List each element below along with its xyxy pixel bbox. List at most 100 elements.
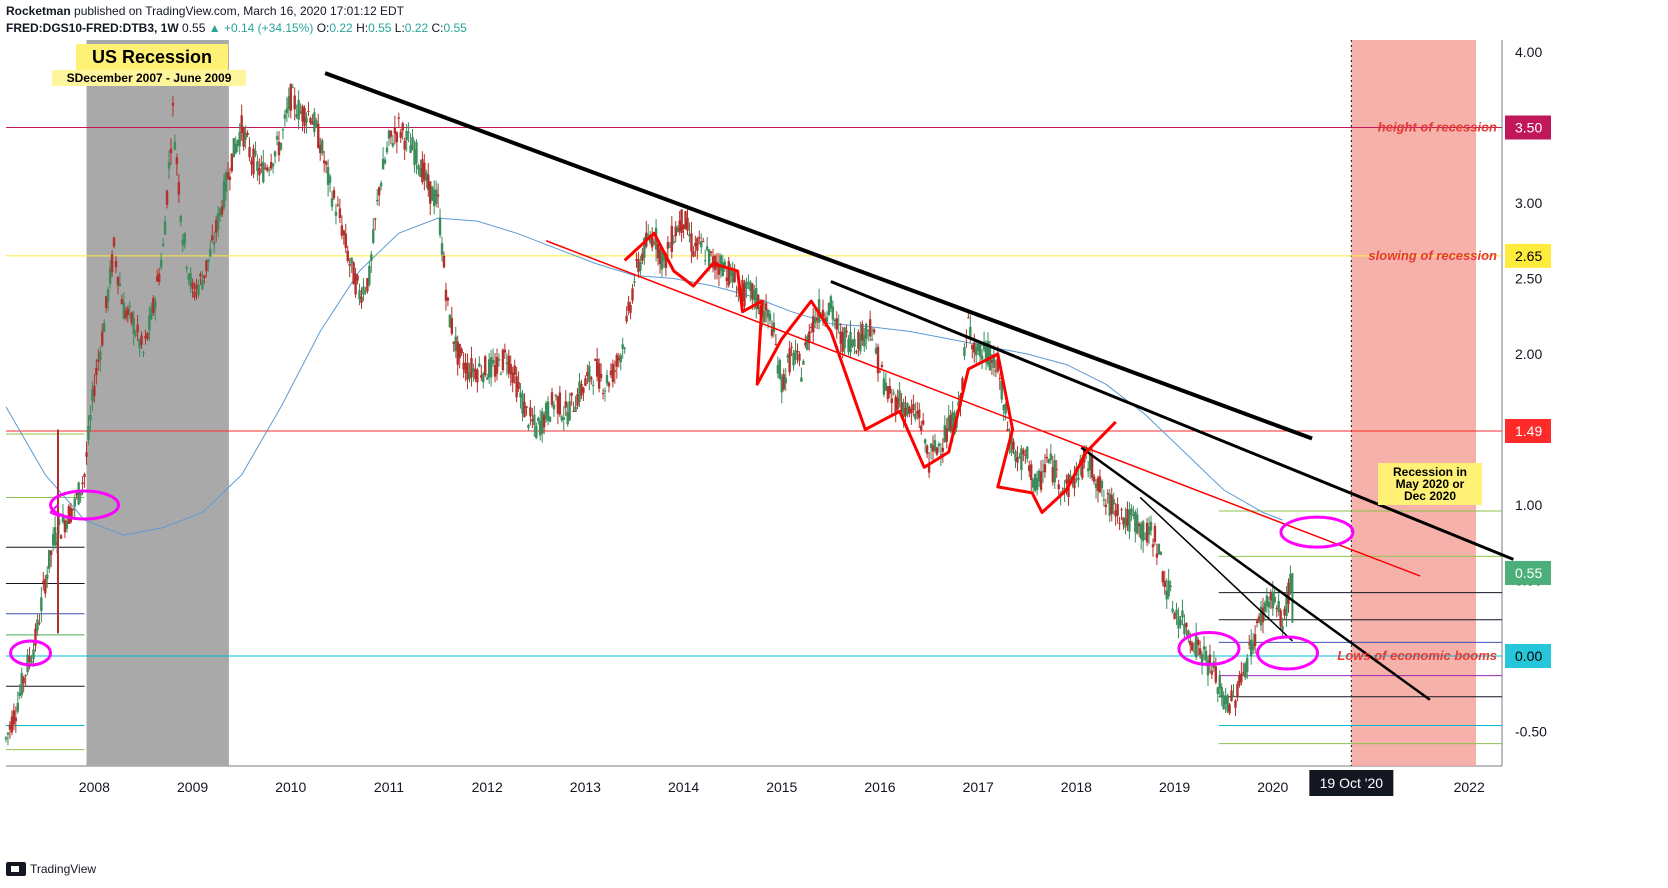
candle-body xyxy=(252,148,255,175)
candle-body xyxy=(782,374,785,390)
candle-body xyxy=(224,172,228,192)
candle-body xyxy=(197,284,200,296)
candle-body xyxy=(32,649,35,660)
candle-body xyxy=(1289,573,1292,592)
low-value: 0.22 xyxy=(404,21,429,35)
candle-body xyxy=(923,439,927,444)
candle-body xyxy=(1193,651,1196,653)
candle-body xyxy=(1263,602,1267,612)
candle-body xyxy=(116,277,120,286)
candle-body xyxy=(1200,654,1204,666)
publication-line: Rocketman published on TradingView.com, … xyxy=(6,4,404,18)
candle-body xyxy=(399,131,402,138)
candle-body xyxy=(629,304,632,313)
candle-body xyxy=(407,132,410,134)
x-tick-label-3: 2011 xyxy=(374,779,404,795)
candle-body xyxy=(574,406,577,413)
price-label-bg-2 xyxy=(1505,419,1551,444)
candle-body xyxy=(1102,499,1106,501)
candle-body xyxy=(908,406,911,414)
candle-body xyxy=(93,385,96,396)
candle-body xyxy=(865,323,868,339)
candle-body xyxy=(849,331,852,353)
candle-body xyxy=(1265,595,1269,606)
candle-body xyxy=(311,121,314,125)
candle-body xyxy=(128,305,131,308)
candle-body xyxy=(299,111,302,114)
candle-body xyxy=(1035,478,1039,490)
symbol-label[interactable]: FRED:DGS10-FRED:DTB3, 1W xyxy=(6,21,179,35)
candle-body xyxy=(511,372,514,383)
candle-body xyxy=(927,463,931,473)
candle-body xyxy=(51,534,55,546)
candle-body xyxy=(648,238,652,243)
candle-body xyxy=(150,307,153,320)
candle-body xyxy=(762,310,766,323)
candle-body xyxy=(961,378,964,390)
candle-body xyxy=(106,289,110,303)
recession-dates-bg xyxy=(52,70,246,86)
candle-body xyxy=(639,262,642,271)
candle-body xyxy=(36,619,39,631)
candle-body xyxy=(788,348,791,373)
candle-body xyxy=(403,140,406,150)
candle-body xyxy=(1012,441,1015,450)
candle-body xyxy=(97,359,100,362)
candle-body xyxy=(743,283,746,307)
candle-body xyxy=(342,230,346,236)
candle-body xyxy=(485,377,489,380)
candle-body xyxy=(912,404,915,411)
candle-body xyxy=(888,386,891,394)
candle-body xyxy=(1173,613,1176,620)
candle-body xyxy=(159,259,163,268)
candle-body xyxy=(321,140,324,154)
candle-body xyxy=(432,189,436,206)
candle-body xyxy=(992,355,996,368)
candle-body xyxy=(1028,465,1031,472)
candle-body xyxy=(845,330,848,333)
candle-body xyxy=(285,108,289,114)
candle-body xyxy=(1061,490,1064,492)
candle-body xyxy=(1269,592,1273,601)
candle-body xyxy=(1287,582,1290,605)
candle-body xyxy=(468,372,471,379)
candle-body xyxy=(348,263,351,266)
x-tick-label-8: 2016 xyxy=(864,779,895,795)
candle-body xyxy=(330,198,334,207)
candle-body xyxy=(379,182,383,187)
candle-body xyxy=(297,99,300,120)
candle-body xyxy=(503,349,507,353)
candle-body xyxy=(1120,509,1123,511)
author-name[interactable]: Rocketman xyxy=(6,4,71,18)
price-label-bg-3 xyxy=(1505,560,1551,585)
ellipse-2019 xyxy=(1177,630,1241,666)
candle-body xyxy=(254,150,257,155)
candle-body xyxy=(546,401,550,421)
candle-body xyxy=(203,275,206,279)
candle-body xyxy=(305,117,308,123)
candle-body xyxy=(489,357,493,378)
candle-body xyxy=(264,167,267,169)
candle-body xyxy=(1234,700,1237,708)
candle-body xyxy=(978,342,982,357)
candle-body xyxy=(256,161,259,171)
candle-body xyxy=(34,628,37,646)
candle-body xyxy=(38,623,41,625)
candle-body xyxy=(1149,521,1153,531)
candle-body xyxy=(533,414,536,426)
candle-body xyxy=(517,382,520,389)
candle-body xyxy=(397,117,400,119)
candle-body xyxy=(509,363,512,375)
candle-body xyxy=(1185,623,1188,628)
candle-body xyxy=(564,401,567,408)
candle-body xyxy=(30,660,33,663)
candle-body xyxy=(370,254,373,262)
candle-body xyxy=(478,363,481,367)
candle-body xyxy=(941,447,945,452)
ellipse-2008 xyxy=(49,489,121,521)
candle-body xyxy=(271,163,275,167)
candle-body xyxy=(472,368,475,372)
candle-body xyxy=(939,454,943,456)
candle-body xyxy=(592,384,595,386)
